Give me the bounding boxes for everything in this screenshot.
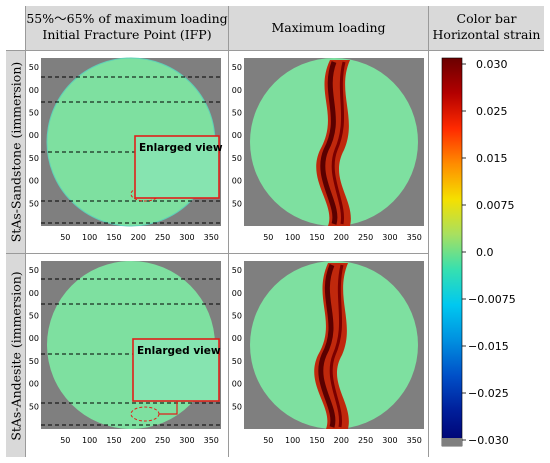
- y-tick-label: 350: [232, 63, 242, 72]
- y-tick-label: 150: [29, 154, 39, 163]
- divider: [25, 6, 26, 457]
- y-tick-label: 200: [29, 131, 39, 140]
- color-bar-tick-label: 0.030: [476, 58, 508, 71]
- x-tick-label: 150: [309, 233, 324, 242]
- x-tick-label: 200: [131, 233, 146, 242]
- y-tick-label: 200: [232, 131, 242, 140]
- header-max-loading-label: Maximum loading: [271, 20, 386, 35]
- enlarged-view-inset: [134, 135, 220, 199]
- figure-table: 55%～65% of maximum loading Initial Fract…: [6, 6, 544, 457]
- strain-map-sandstone-max: 50 100 150 200 250 300 350 50 100 150 200 250 300 35…: [232, 58, 424, 242]
- header-colorbar: Color bar Horizontal strain: [429, 6, 544, 50]
- y-tick-label: 300: [29, 86, 39, 95]
- header-colorbar-line1: Color bar: [456, 11, 517, 26]
- y-tick-label: 50: [232, 402, 242, 411]
- x-tick-label: 100: [82, 436, 97, 445]
- x-tick-label: 100: [285, 233, 300, 242]
- y-tick-label: 100: [232, 380, 242, 389]
- x-tick-label: 50: [263, 436, 273, 445]
- x-tick-label: 150: [309, 436, 324, 445]
- row-label-sandstone: StAs-Sandstone (immersion): [6, 51, 25, 253]
- color-bar-tick-label: 0.015: [476, 152, 508, 165]
- x-tick-label: 300: [382, 233, 397, 242]
- x-tick-label: 50: [60, 436, 70, 445]
- color-bar-below-min: [442, 438, 462, 446]
- color-bar: 0.030 0.025 0.015 0.0075 0.0 −0.0075 −0.015 −0.…: [441, 57, 516, 447]
- x-tick-label: 50: [263, 233, 273, 242]
- y-tick-label: 350: [29, 63, 39, 72]
- strain-map-andesite-max: 50 100 150 200 250 300 350 50 100 150 200 250 300 35…: [232, 261, 424, 445]
- y-tick-label: 350: [232, 266, 242, 275]
- color-bar-tick-label: −0.015: [468, 340, 509, 353]
- color-bar-tick-label: −0.025: [468, 387, 509, 400]
- y-tick-label: 200: [29, 334, 39, 343]
- y-tick-label: 250: [232, 311, 242, 320]
- x-tick-label: 250: [358, 436, 373, 445]
- row-label-andesite-text: StAs-Andesite (immersion): [8, 270, 23, 441]
- y-tick-label: 200: [232, 334, 242, 343]
- x-tick-label: 100: [285, 436, 300, 445]
- enlarged-view-label: Enlarged view: [137, 345, 221, 357]
- y-tick-label: 300: [29, 289, 39, 298]
- header-ifp-line2: Initial Fracture Point (IFP): [42, 27, 212, 42]
- x-tick-label: 300: [179, 436, 194, 445]
- x-tick-label: 250: [358, 233, 373, 242]
- x-tick-label: 200: [131, 436, 146, 445]
- header-ifp-line1: 55%～65% of maximum loading: [26, 11, 228, 26]
- enlarged-view-label: Enlarged view: [139, 142, 223, 154]
- header-colorbar-line2: Horizontal strain: [432, 27, 541, 42]
- x-tick-label: 100: [82, 233, 97, 242]
- x-tick-label: 250: [155, 233, 170, 242]
- divider: [228, 6, 229, 457]
- y-tick-label: 100: [29, 177, 39, 186]
- x-tick-label: 350: [407, 436, 422, 445]
- x-tick-label: 150: [106, 436, 121, 445]
- row-label-andesite: StAs-Andesite (immersion): [6, 254, 25, 457]
- x-tick-label: 250: [155, 436, 170, 445]
- y-tick-label: 150: [29, 357, 39, 366]
- y-tick-label: 300: [232, 289, 242, 298]
- y-tick-label: 250: [29, 108, 39, 117]
- x-tick-label: 200: [334, 436, 349, 445]
- color-bar-tick-label: −0.0075: [468, 293, 516, 306]
- x-tick-label: 300: [179, 233, 194, 242]
- x-tick-label: 350: [407, 233, 422, 242]
- y-tick-label: 50: [29, 199, 39, 208]
- y-tick-label: 350: [29, 266, 39, 275]
- y-tick-label: 100: [29, 380, 39, 389]
- x-tick-label: 200: [334, 233, 349, 242]
- y-tick-label: 300: [232, 86, 242, 95]
- strain-map-sandstone-ifp: Enlarged view 50 100 150 200 250 300 350 50 100…: [29, 57, 223, 242]
- divider: [6, 253, 429, 254]
- y-tick-label: 250: [232, 108, 242, 117]
- strain-map-andesite-ifp: Enlarged view 50 100 150 200 250 300 350 50 100…: [29, 261, 221, 445]
- x-tick-label: 350: [204, 436, 219, 445]
- color-bar-tick-label: 0.0: [476, 246, 494, 259]
- color-bar-tick-label: 0.0075: [476, 199, 515, 212]
- divider: [6, 50, 544, 51]
- header-ifp: 55%～65% of maximum loading Initial Fract…: [26, 6, 228, 50]
- y-tick-label: 250: [29, 311, 39, 320]
- row-label-sandstone-text: StAs-Sandstone (immersion): [8, 61, 23, 243]
- enlarged-view-inset: [132, 338, 220, 402]
- y-tick-label: 50: [232, 199, 242, 208]
- header-max-loading: Maximum loading: [229, 6, 428, 50]
- x-tick-label: 50: [60, 233, 70, 242]
- x-tick-label: 300: [382, 436, 397, 445]
- y-tick-label: 150: [232, 154, 242, 163]
- x-tick-label: 150: [106, 233, 121, 242]
- divider: [428, 6, 429, 457]
- y-tick-label: 150: [232, 357, 242, 366]
- color-bar-tick-label: −0.030: [468, 434, 509, 447]
- x-tick-label: 350: [204, 233, 219, 242]
- y-tick-label: 100: [232, 177, 242, 186]
- y-tick-label: 50: [29, 402, 39, 411]
- color-bar-tick-label: 0.025: [476, 105, 508, 118]
